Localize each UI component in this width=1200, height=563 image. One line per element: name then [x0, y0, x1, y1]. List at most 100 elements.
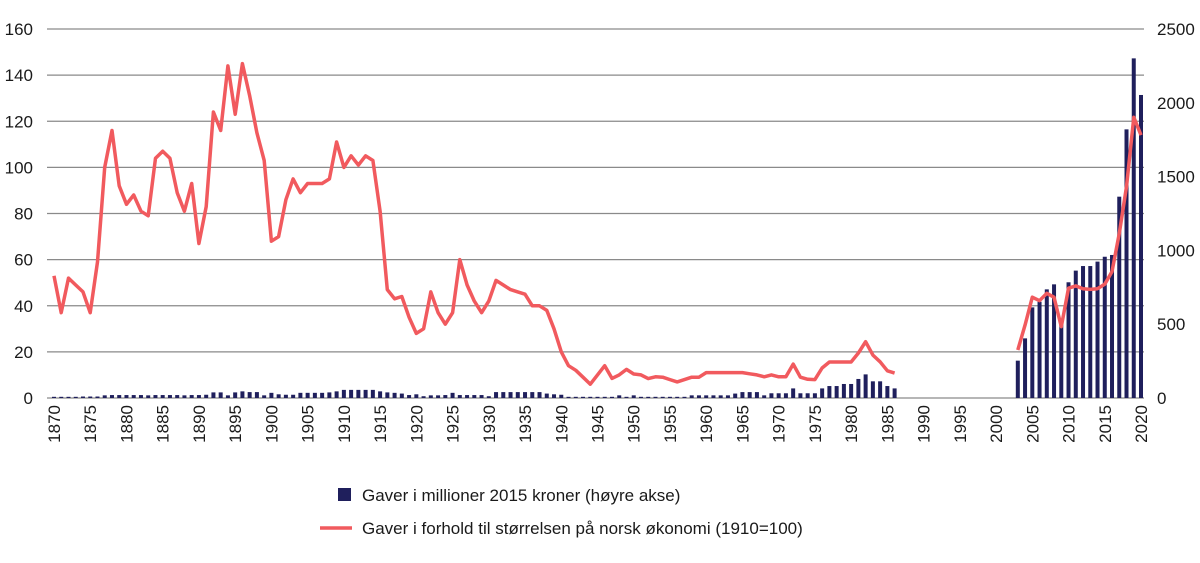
bar [378, 391, 383, 398]
bar [1023, 338, 1028, 398]
bar [769, 393, 774, 398]
bar [849, 383, 854, 398]
bar [1066, 282, 1071, 398]
bar [783, 393, 788, 398]
bar [52, 396, 56, 398]
bar [175, 395, 180, 398]
bar [798, 393, 803, 398]
bar [414, 394, 419, 398]
bar [552, 394, 557, 398]
x-tick-label: 1920 [407, 405, 426, 443]
bar [682, 396, 687, 398]
bar [870, 381, 875, 398]
bar [486, 396, 491, 398]
bar [341, 389, 346, 398]
bar [189, 395, 194, 398]
right-axis-ticks: 0 500 1000 1500 2000 2500 [1157, 20, 1195, 408]
x-tick-label: 1975 [806, 405, 825, 443]
bar [291, 394, 296, 398]
x-tick-label: 1940 [552, 405, 571, 443]
left-tick-label: 80 [14, 205, 33, 224]
x-tick-label: 1935 [516, 405, 535, 443]
bar [885, 386, 890, 398]
line-segment [52, 61, 896, 386]
bar [595, 396, 600, 398]
bar [1117, 196, 1122, 398]
bar [878, 381, 883, 398]
bar [479, 395, 484, 398]
bar [131, 395, 136, 398]
bar [363, 389, 368, 398]
x-tick-label: 1965 [733, 405, 752, 443]
x-tick-label: 1905 [299, 405, 318, 443]
left-tick-label: 160 [5, 20, 33, 39]
bar [791, 388, 796, 398]
bar [196, 395, 201, 398]
bar [1124, 129, 1129, 399]
legend: Gaver i millioner 2015 kroner (høyre aks… [320, 486, 803, 538]
bar [436, 395, 441, 398]
x-tick-label: 1880 [117, 405, 136, 443]
bar [609, 396, 614, 398]
x-tick-label: 1895 [226, 405, 245, 443]
x-tick-label: 1910 [335, 405, 354, 443]
bar [841, 383, 846, 398]
legend-bar-label: Gaver i millioner 2015 kroner (høyre aks… [362, 486, 680, 505]
bar [298, 392, 303, 398]
x-tick-label: 1995 [951, 405, 970, 443]
left-tick-label: 100 [5, 158, 33, 177]
bar [856, 378, 861, 398]
bar [646, 396, 651, 398]
bar-series [52, 58, 1143, 399]
bar [443, 395, 448, 398]
bar [675, 396, 680, 398]
bar [1081, 266, 1086, 398]
bar [182, 395, 187, 398]
bar [421, 396, 426, 398]
bar [247, 392, 252, 398]
bar [1131, 58, 1136, 398]
bar [407, 395, 412, 398]
bar [392, 392, 397, 398]
bar [812, 393, 817, 398]
bar [305, 392, 310, 398]
x-tick-label: 1990 [915, 405, 934, 443]
left-axis-ticks: 0 20 40 60 80 100 120 140 160 [5, 20, 33, 408]
bar [95, 396, 100, 398]
bar [530, 392, 535, 398]
bar [747, 392, 752, 398]
bar [638, 396, 643, 398]
bar [109, 395, 114, 398]
bar [465, 395, 470, 398]
bar [1110, 254, 1115, 398]
bar [581, 396, 586, 398]
bar [211, 392, 216, 398]
bar [59, 396, 64, 398]
bar [660, 396, 665, 398]
bar [385, 392, 390, 398]
x-tick-label: 1970 [770, 405, 789, 443]
bar [508, 392, 513, 398]
bar [805, 393, 810, 398]
x-tick-label: 1985 [878, 405, 897, 443]
bar [515, 392, 520, 398]
x-tick-label: 1945 [589, 405, 608, 443]
bar [494, 392, 499, 398]
bar [501, 392, 506, 398]
bar [834, 386, 839, 398]
bar [66, 396, 71, 398]
bar [1095, 261, 1100, 398]
bar [73, 396, 78, 398]
bar [1015, 360, 1020, 398]
bar [573, 396, 578, 398]
bar [820, 388, 825, 398]
bar [1044, 289, 1049, 398]
bar [754, 392, 759, 398]
bar [102, 395, 107, 398]
bar [1037, 301, 1042, 398]
bar [233, 392, 238, 398]
x-axis-ticks: 1870 1875 1880 1885 1890 1895 1900 1905 1910 1915… [45, 405, 1151, 443]
bar [153, 395, 158, 398]
bar [733, 393, 738, 398]
bar [349, 389, 354, 398]
